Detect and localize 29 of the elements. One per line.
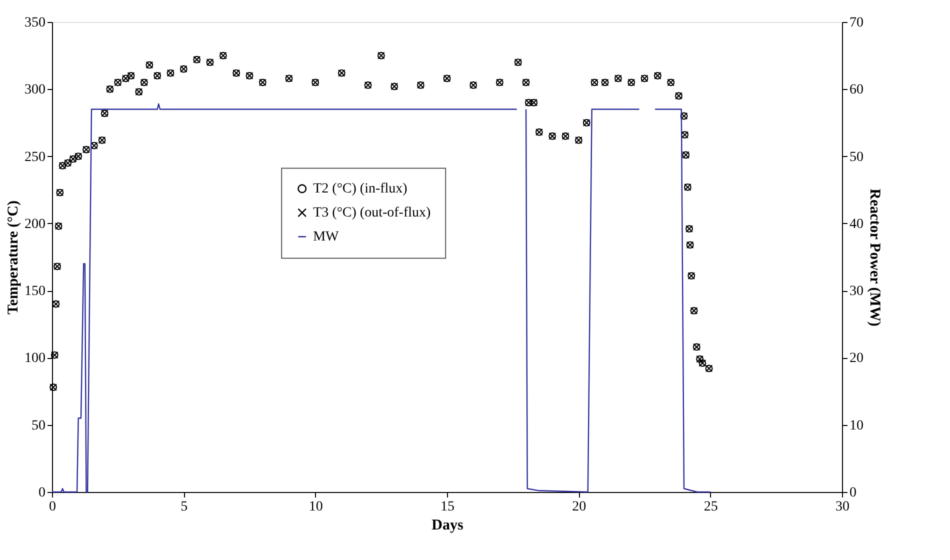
x-axis-title: Days bbox=[432, 518, 464, 534]
x-tick-label: 20 bbox=[572, 500, 586, 514]
x-tick-label: 15 bbox=[440, 500, 454, 514]
legend-label: T3 (°C) (out-of-flux) bbox=[313, 206, 431, 221]
y-axis-title: Temperature (°C) bbox=[6, 200, 22, 314]
x-tick-label: 0 bbox=[49, 500, 56, 514]
y2-tick-label: 0 bbox=[850, 486, 856, 500]
legend-label: T2 (°C) (in-flux) bbox=[313, 182, 408, 197]
y-tick-label: 50 bbox=[32, 418, 46, 434]
y2-axis-title: Reactor Power (MW) bbox=[866, 188, 882, 326]
y-tick-label: 300 bbox=[24, 82, 46, 98]
x-tick-label: 5 bbox=[180, 500, 188, 514]
y2-tick-label: 20 bbox=[850, 351, 864, 366]
y-tick-label: 150 bbox=[24, 284, 46, 300]
y-tick-label: 200 bbox=[24, 216, 46, 232]
y-tick-label: 350 bbox=[24, 16, 46, 30]
y2-tick-label: 50 bbox=[850, 150, 864, 165]
y2-tick-label: 10 bbox=[850, 418, 864, 434]
y-tick-label: 0 bbox=[38, 486, 46, 500]
x-tick-label: 10 bbox=[308, 500, 323, 514]
x-tick-label: 30 bbox=[836, 500, 850, 514]
y2-tick-label: 60 bbox=[850, 82, 864, 98]
y-tick-label: 250 bbox=[24, 150, 46, 165]
y-tick-label: 100 bbox=[24, 351, 46, 366]
y2-tick-label: 70 bbox=[850, 16, 864, 30]
legend-label: MW bbox=[313, 230, 340, 245]
y2-tick-label: 30 bbox=[850, 284, 864, 300]
x-tick-label: 25 bbox=[704, 500, 718, 514]
y2-tick-label: 40 bbox=[850, 216, 864, 232]
